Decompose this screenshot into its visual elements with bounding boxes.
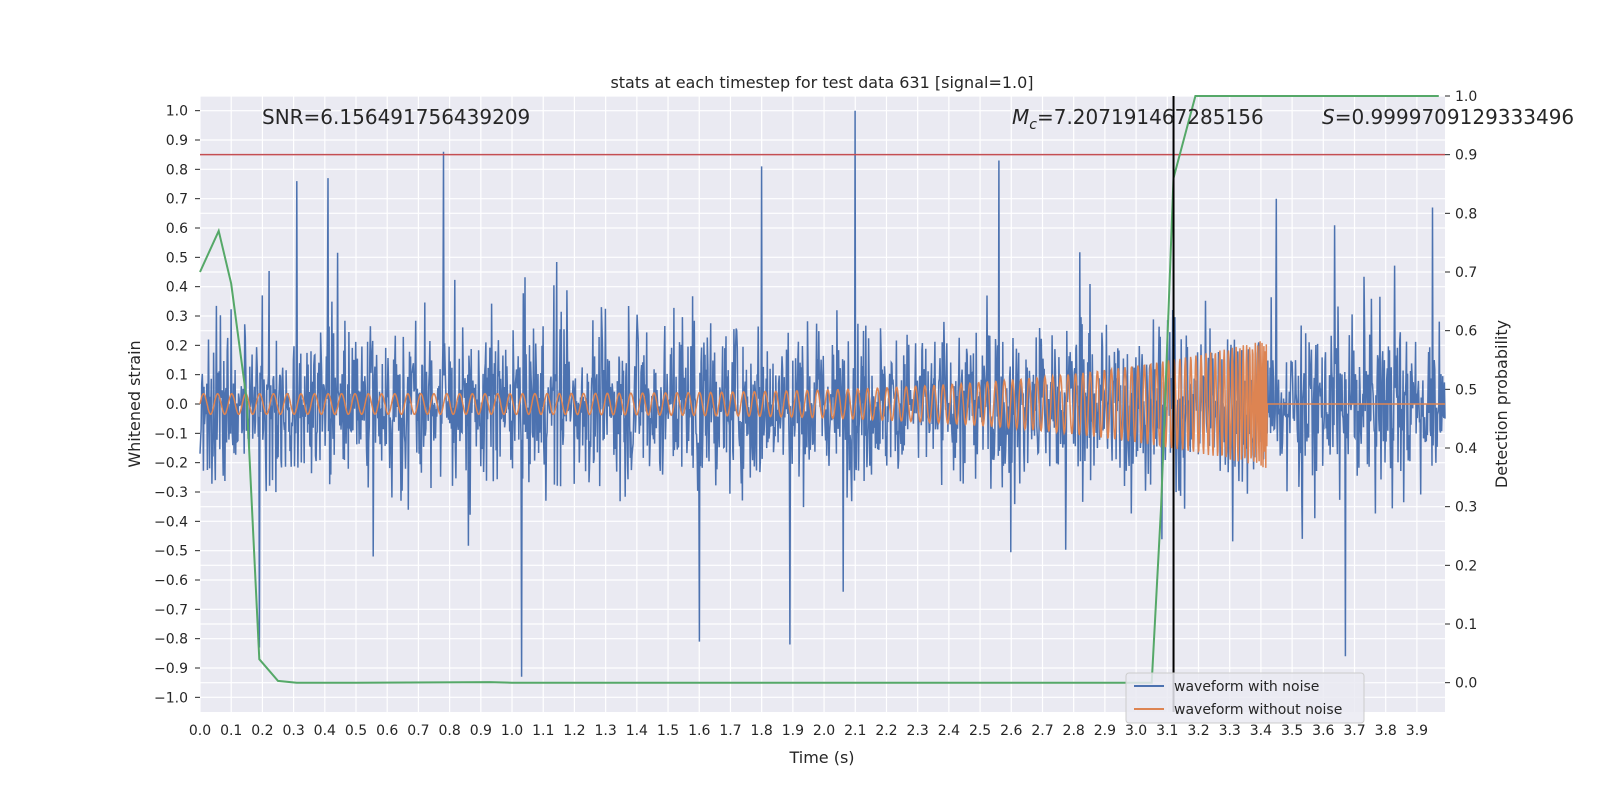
- x-tick-label: 0.5: [345, 723, 367, 739]
- y2-tick-label: 0.3: [1455, 500, 1477, 516]
- x-tick-label: 1.9: [782, 723, 804, 739]
- y-tick-label: 1.0: [166, 104, 188, 120]
- snr-annotation: SNR=6.156491756439209: [262, 105, 530, 129]
- x-tick-label: 3.3: [1219, 723, 1241, 739]
- x-tick-label: 3.5: [1281, 723, 1303, 739]
- series-detection-probability: [199, 95, 1439, 684]
- y2-tick-label: 0.1: [1455, 617, 1477, 633]
- y-tick-label: −0.6: [154, 573, 188, 589]
- y-tick-label: 0.2: [166, 338, 188, 354]
- legend: waveform with noise waveform without noi…: [1125, 672, 1365, 724]
- chart-title: stats at each timestep for test data 631…: [610, 73, 1033, 92]
- y2-tick-label: 0.5: [1455, 382, 1477, 398]
- y2-tick-label: 0.6: [1455, 324, 1477, 340]
- x-tick-label: 0.3: [282, 723, 304, 739]
- y-tick-label: −1.0: [154, 690, 188, 706]
- x-axis-label: Time (s): [788, 748, 854, 767]
- detection-score-annotation: S=0.9999709129333496: [1322, 105, 1574, 129]
- x-tick-label: 1.2: [563, 723, 585, 739]
- y-tick-label: 0.3: [166, 309, 188, 325]
- y-tick-label: 0.1: [166, 368, 188, 384]
- x-tick-label: 2.8: [1063, 723, 1085, 739]
- y-axis-ticks: −1.0 −0.9 −0.8 −0.7 −0.6 −0.5 −0.4 −0.3 −0.2 −0.1…: [154, 104, 200, 706]
- x-tick-label: 2.2: [875, 723, 897, 739]
- x-tick-label: 2.5: [969, 723, 991, 739]
- y-tick-label: −0.7: [154, 602, 188, 618]
- x-tick-label: 3.6: [1312, 723, 1334, 739]
- y-tick-label: −0.4: [154, 514, 188, 530]
- x-tick-label: 1.7: [719, 723, 741, 739]
- x-tick-label: 1.5: [657, 723, 679, 739]
- x-axis-ticks: 0.0 0.1 0.2 0.3 0.4 0.5 0.6 0.7 0.8 0.9 1.0 1.1 1.2 1…: [189, 723, 1428, 739]
- chirp-mass-annotation: Mc=7.207191467285156: [1012, 105, 1264, 133]
- y-tick-label: −0.2: [154, 456, 188, 472]
- y-tick-label: −0.9: [154, 661, 188, 677]
- x-tick-label: 1.0: [501, 723, 523, 739]
- y2-tick-label: 0.2: [1455, 558, 1477, 574]
- x-tick-label: 2.1: [844, 723, 866, 739]
- y-tick-label: 0.7: [166, 192, 188, 208]
- x-tick-label: 2.6: [1000, 723, 1022, 739]
- x-tick-label: 0.6: [376, 723, 398, 739]
- y2-tick-label: 0.7: [1455, 265, 1477, 281]
- x-tick-label: 2.3: [907, 723, 929, 739]
- y-tick-label: 0.9: [166, 133, 188, 149]
- x-tick-label: 0.8: [438, 723, 460, 739]
- y2-tick-label: 0.4: [1455, 441, 1477, 457]
- x-tick-label: 3.8: [1375, 723, 1397, 739]
- legend-box: [1125, 672, 1365, 724]
- x-tick-label: 0.2: [251, 723, 273, 739]
- y-tick-label: 0.0: [166, 397, 188, 413]
- x-tick-label: 2.9: [1094, 723, 1116, 739]
- x-tick-label: 2.7: [1031, 723, 1053, 739]
- y-tick-label: 0.4: [166, 280, 188, 296]
- legend-label-clean: waveform without noise: [1174, 702, 1342, 718]
- y2-tick-label: 1.0: [1455, 89, 1477, 105]
- x-tick-label: 3.7: [1343, 723, 1365, 739]
- y2-tick-label: 0.0: [1455, 676, 1477, 692]
- y-tick-label: −0.3: [154, 485, 188, 501]
- y2-axis-label: Detection probability: [1492, 320, 1511, 488]
- x-tick-label: 3.4: [1250, 723, 1272, 739]
- x-tick-label: 1.3: [595, 723, 617, 739]
- y-tick-label: 0.6: [166, 221, 188, 237]
- x-tick-label: 0.7: [407, 723, 429, 739]
- x-tick-label: 2.0: [813, 723, 835, 739]
- x-tick-label: 1.1: [532, 723, 554, 739]
- x-tick-label: 0.1: [220, 723, 242, 739]
- y-tick-label: 0.8: [166, 162, 188, 178]
- y-tick-label: −0.8: [154, 632, 188, 648]
- y2-axis-ticks: 0.0 0.1 0.2 0.3 0.4 0.5 0.6 0.7 0.8 0.9 1.0: [1445, 89, 1477, 692]
- series-waveform-without-noise: [199, 341, 1445, 468]
- y-tick-label: 0.5: [166, 250, 188, 266]
- x-tick-label: 3.1: [1156, 723, 1178, 739]
- x-tick-label: 0.9: [470, 723, 492, 739]
- x-tick-label: 2.4: [938, 723, 960, 739]
- legend-label-noise: waveform with noise: [1174, 679, 1319, 695]
- x-tick-label: 3.9: [1406, 723, 1428, 739]
- x-tick-label: 1.6: [688, 723, 710, 739]
- y-tick-label: −0.1: [154, 426, 188, 442]
- y-axis-label: Whitened strain: [125, 340, 144, 467]
- x-tick-label: 3.0: [1125, 723, 1147, 739]
- x-tick-label: 3.2: [1187, 723, 1209, 739]
- x-tick-label: 0.4: [314, 723, 336, 739]
- x-tick-label: 0.0: [189, 723, 211, 739]
- y2-tick-label: 0.9: [1455, 148, 1477, 164]
- y-tick-label: −0.5: [154, 544, 188, 560]
- y2-tick-label: 0.8: [1455, 206, 1477, 222]
- x-tick-label: 1.4: [626, 723, 648, 739]
- x-tick-label: 1.8: [751, 723, 773, 739]
